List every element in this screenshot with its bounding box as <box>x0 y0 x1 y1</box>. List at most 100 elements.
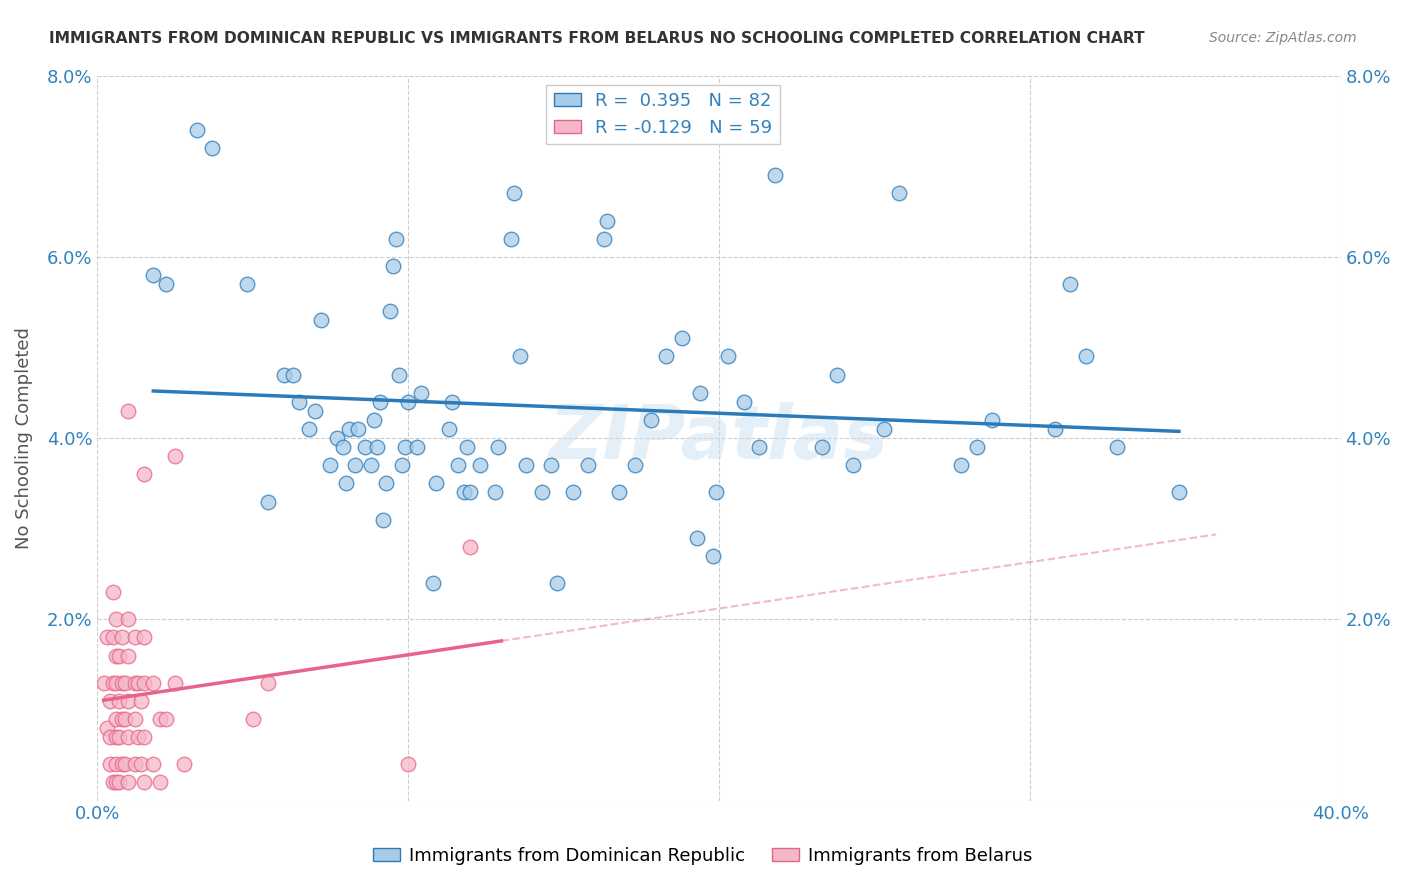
Point <box>132 675 155 690</box>
Point <box>298 422 321 436</box>
Point <box>689 385 711 400</box>
Point <box>96 631 118 645</box>
Point <box>332 440 354 454</box>
Point <box>142 675 165 690</box>
Point <box>165 449 187 463</box>
Point <box>396 757 419 772</box>
Point <box>841 458 863 473</box>
Point <box>111 712 134 726</box>
Point <box>366 440 388 454</box>
Point <box>101 775 124 789</box>
Point <box>825 368 848 382</box>
Point <box>309 313 332 327</box>
Point <box>810 440 832 454</box>
Point <box>981 413 1004 427</box>
Point <box>409 385 432 400</box>
Point <box>368 394 391 409</box>
Point <box>378 304 401 318</box>
Point <box>502 186 524 201</box>
Point <box>93 675 115 690</box>
Point <box>105 757 128 772</box>
Point <box>360 458 382 473</box>
Point <box>319 458 342 473</box>
Point <box>98 694 121 708</box>
Point <box>440 394 463 409</box>
Point <box>375 476 398 491</box>
Legend: Immigrants from Dominican Republic, Immigrants from Belarus: Immigrants from Dominican Republic, Immi… <box>366 840 1040 872</box>
Point <box>1105 440 1128 454</box>
Point <box>394 440 416 454</box>
Point <box>117 404 139 418</box>
Point <box>515 458 537 473</box>
Point <box>702 549 724 563</box>
Point <box>201 141 224 155</box>
Point <box>484 485 506 500</box>
Point <box>640 413 662 427</box>
Point <box>388 368 411 382</box>
Point <box>127 730 149 744</box>
Point <box>124 631 146 645</box>
Point <box>257 675 280 690</box>
Point <box>872 422 894 436</box>
Point <box>1167 485 1189 500</box>
Point <box>347 422 370 436</box>
Point <box>456 440 478 454</box>
Point <box>437 422 460 436</box>
Point <box>117 694 139 708</box>
Point <box>124 712 146 726</box>
Point <box>509 350 531 364</box>
Point <box>353 440 375 454</box>
Point <box>655 350 678 364</box>
Point <box>373 513 395 527</box>
Point <box>283 368 305 382</box>
Point <box>165 675 187 690</box>
Legend: R =  0.395   N = 82, R = -0.129   N = 59: R = 0.395 N = 82, R = -0.129 N = 59 <box>547 85 779 144</box>
Point <box>453 485 475 500</box>
Point <box>98 757 121 772</box>
Point <box>173 757 195 772</box>
Point <box>447 458 470 473</box>
Point <box>337 422 360 436</box>
Point <box>96 721 118 735</box>
Point <box>117 612 139 626</box>
Point <box>546 576 568 591</box>
Point <box>117 775 139 789</box>
Point <box>748 440 770 454</box>
Point <box>468 458 491 473</box>
Point <box>155 277 177 291</box>
Point <box>105 648 128 663</box>
Point <box>460 485 482 500</box>
Point <box>132 467 155 482</box>
Point <box>596 213 619 227</box>
Point <box>108 694 131 708</box>
Point <box>105 730 128 744</box>
Point <box>396 394 419 409</box>
Point <box>129 757 152 772</box>
Point <box>704 485 727 500</box>
Point <box>763 168 786 182</box>
Point <box>132 775 155 789</box>
Point <box>304 404 326 418</box>
Point <box>114 757 136 772</box>
Point <box>671 331 693 345</box>
Point <box>561 485 583 500</box>
Point <box>186 123 208 137</box>
Point <box>344 458 367 473</box>
Point <box>593 232 616 246</box>
Point <box>335 476 357 491</box>
Point <box>105 775 128 789</box>
Point <box>155 712 177 726</box>
Point <box>101 585 124 599</box>
Point <box>117 730 139 744</box>
Point <box>105 712 128 726</box>
Point <box>273 368 295 382</box>
Point <box>111 631 134 645</box>
Point <box>889 186 911 201</box>
Point <box>111 675 134 690</box>
Point <box>486 440 509 454</box>
Point <box>406 440 429 454</box>
Point <box>105 675 128 690</box>
Point <box>101 631 124 645</box>
Point <box>111 757 134 772</box>
Point <box>108 730 131 744</box>
